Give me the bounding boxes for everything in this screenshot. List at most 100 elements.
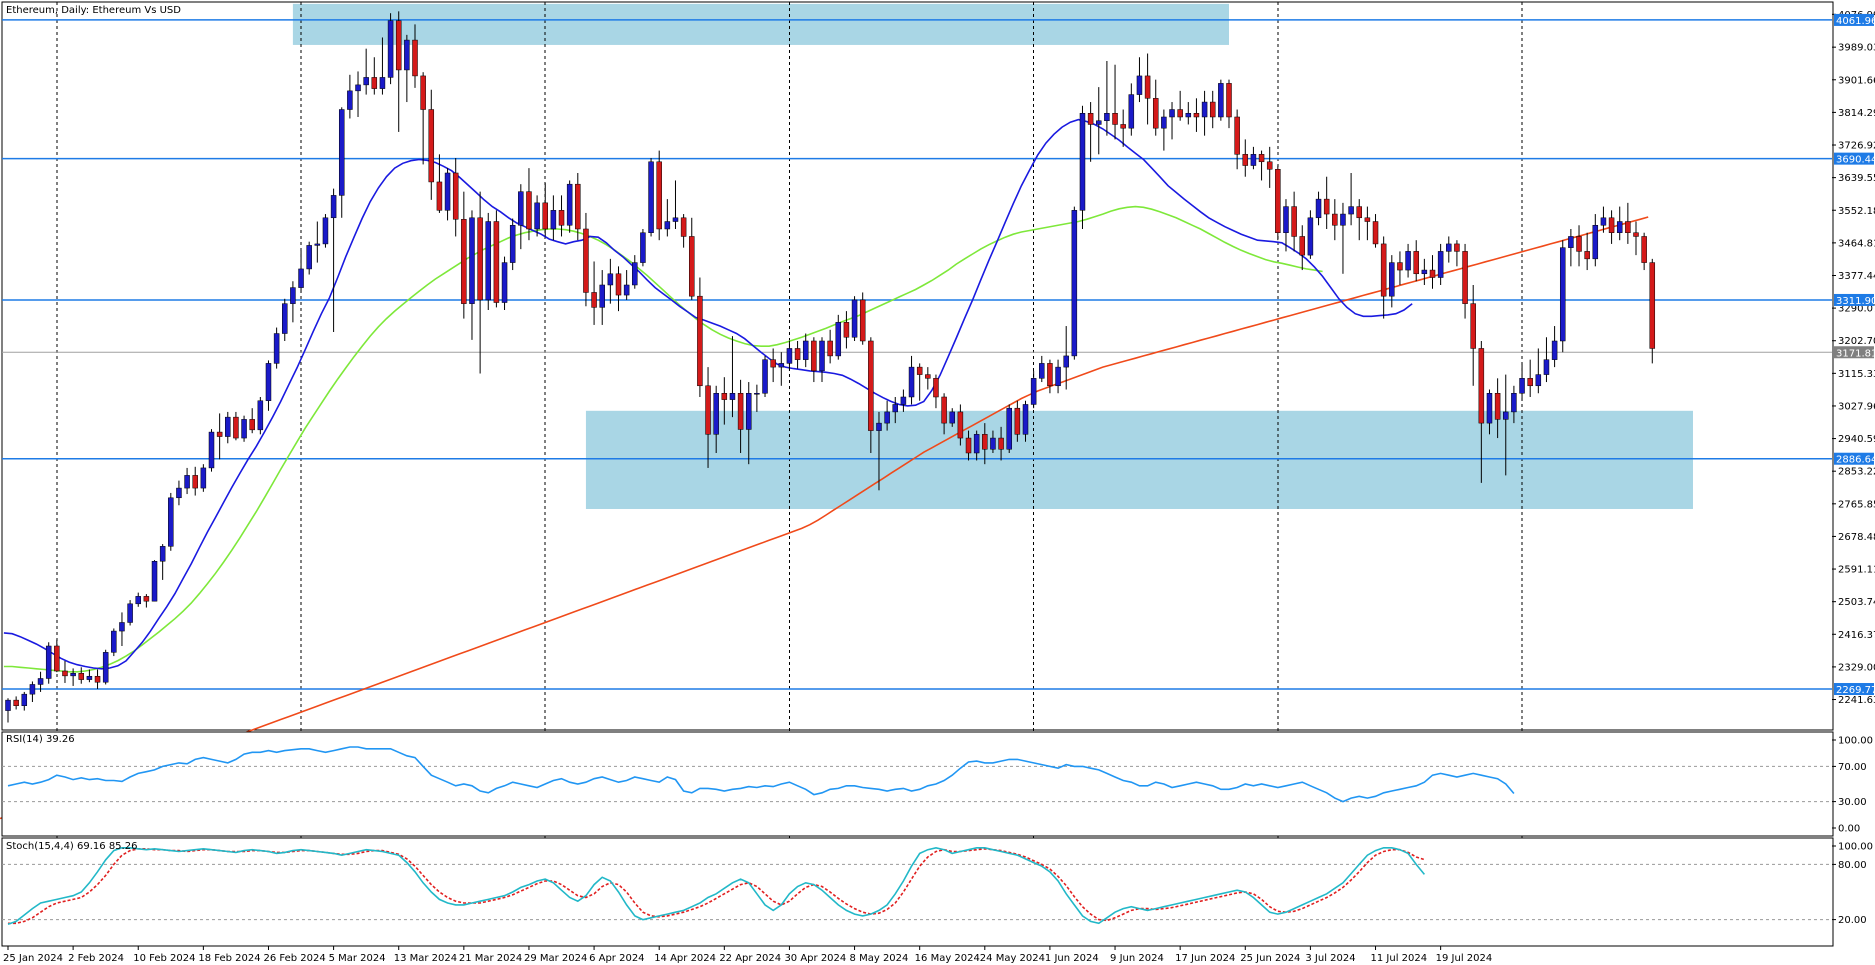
date-tick-label: 13 Mar 2024	[394, 953, 457, 964]
date-tick-label: 29 Mar 2024	[524, 953, 587, 964]
candle-110	[900, 389, 907, 412]
candle-body	[330, 195, 337, 219]
candle-body	[640, 232, 646, 263]
candle-body	[933, 378, 939, 398]
candle-147	[1201, 90, 1208, 136]
candle-17	[143, 594, 150, 608]
candle-20	[168, 492, 174, 551]
candle-body	[509, 225, 516, 263]
candle-158	[1291, 191, 1297, 252]
candle-body	[13, 699, 19, 706]
candle-49	[404, 34, 410, 103]
candle-body	[461, 219, 467, 304]
candle-43	[355, 71, 361, 117]
candle-76	[623, 270, 630, 300]
candle-body	[721, 393, 728, 400]
candle-86	[705, 367, 711, 468]
candle-body	[282, 303, 288, 334]
candle-63	[518, 184, 524, 250]
rsi-tick-label: 100.00	[1838, 736, 1873, 747]
candle-body	[135, 596, 141, 605]
candle-155	[1266, 146, 1273, 188]
candle-body	[1535, 374, 1542, 387]
price-tick-label: 2765.85	[1838, 499, 1875, 510]
candle-5	[45, 642, 52, 684]
price-zone-1	[585, 410, 1693, 509]
price-tick-label: 3027.96	[1838, 401, 1875, 412]
candle-body	[908, 366, 915, 398]
candle-body	[558, 210, 565, 226]
candle-74	[607, 258, 614, 304]
candle-body	[322, 217, 329, 245]
candle-body	[1112, 113, 1118, 125]
candle-body	[664, 221, 671, 230]
candle-body	[485, 221, 492, 301]
candle-body	[290, 287, 296, 304]
candle-34	[282, 298, 288, 341]
candle-body	[1592, 225, 1599, 260]
candle-24	[200, 464, 207, 492]
candle-body	[412, 39, 418, 77]
rsi-panel-frame	[1, 731, 1834, 837]
level-tag-bg	[1834, 452, 1874, 465]
candle-46	[379, 37, 386, 95]
candle-140	[1144, 53, 1151, 125]
rsi-tick-label: 30.00	[1838, 797, 1867, 808]
candle-179	[1462, 243, 1468, 319]
candle-126	[1030, 370, 1037, 409]
candle-body	[607, 273, 614, 286]
candle-195	[1592, 214, 1599, 267]
candle-42	[347, 74, 353, 119]
candle-186	[1519, 363, 1525, 401]
candle-body	[1437, 251, 1444, 278]
candle-body	[1633, 232, 1639, 237]
candle-body	[1104, 113, 1110, 121]
candle-body	[501, 262, 508, 303]
candle-57	[469, 210, 475, 340]
candle-body	[680, 217, 687, 237]
candle-body	[1397, 262, 1403, 271]
candle-body	[200, 467, 207, 489]
date-tick-label: 1 Jun 2024	[1045, 953, 1099, 964]
candle-body	[884, 411, 890, 424]
candle-body	[965, 437, 972, 454]
candle-144	[1177, 90, 1183, 121]
candle-14	[119, 612, 125, 646]
date-tick-label: 21 Mar 2024	[459, 953, 522, 964]
candle-64	[526, 168, 532, 241]
candle-body	[1584, 251, 1590, 260]
candle-body	[347, 90, 353, 110]
candle-80	[656, 150, 662, 241]
candle-body	[1486, 393, 1493, 424]
candle-body	[1356, 206, 1362, 219]
candle-142	[1161, 109, 1167, 151]
candle-body	[21, 693, 28, 706]
candle-body	[493, 221, 500, 303]
price-tick-label: 3115.33	[1838, 369, 1875, 380]
candle-87	[713, 385, 719, 453]
ma20-line	[3, 118, 1413, 670]
candle-body	[713, 393, 719, 435]
rsi-panel-title: RSI(14) 39.26	[6, 734, 75, 745]
candle-body	[1323, 198, 1330, 215]
candle-body	[102, 652, 109, 683]
candle-59	[485, 212, 492, 310]
candle-129	[1055, 359, 1061, 394]
candle-body	[615, 273, 622, 296]
candle-29	[241, 415, 247, 442]
candle-body	[656, 161, 662, 230]
candle-body	[632, 262, 638, 286]
candle-body	[697, 295, 703, 387]
candle-body	[151, 561, 158, 602]
candle-body	[94, 675, 101, 683]
candle-body	[5, 699, 11, 711]
candle-body	[949, 411, 955, 424]
candle-body	[1511, 393, 1517, 413]
candle-body	[1209, 101, 1216, 118]
candle-165	[1348, 172, 1354, 226]
candle-138	[1128, 83, 1135, 136]
candle-22	[184, 467, 190, 495]
candle-body	[1218, 83, 1224, 118]
candle-162	[1323, 176, 1330, 229]
candle-27	[225, 411, 231, 444]
